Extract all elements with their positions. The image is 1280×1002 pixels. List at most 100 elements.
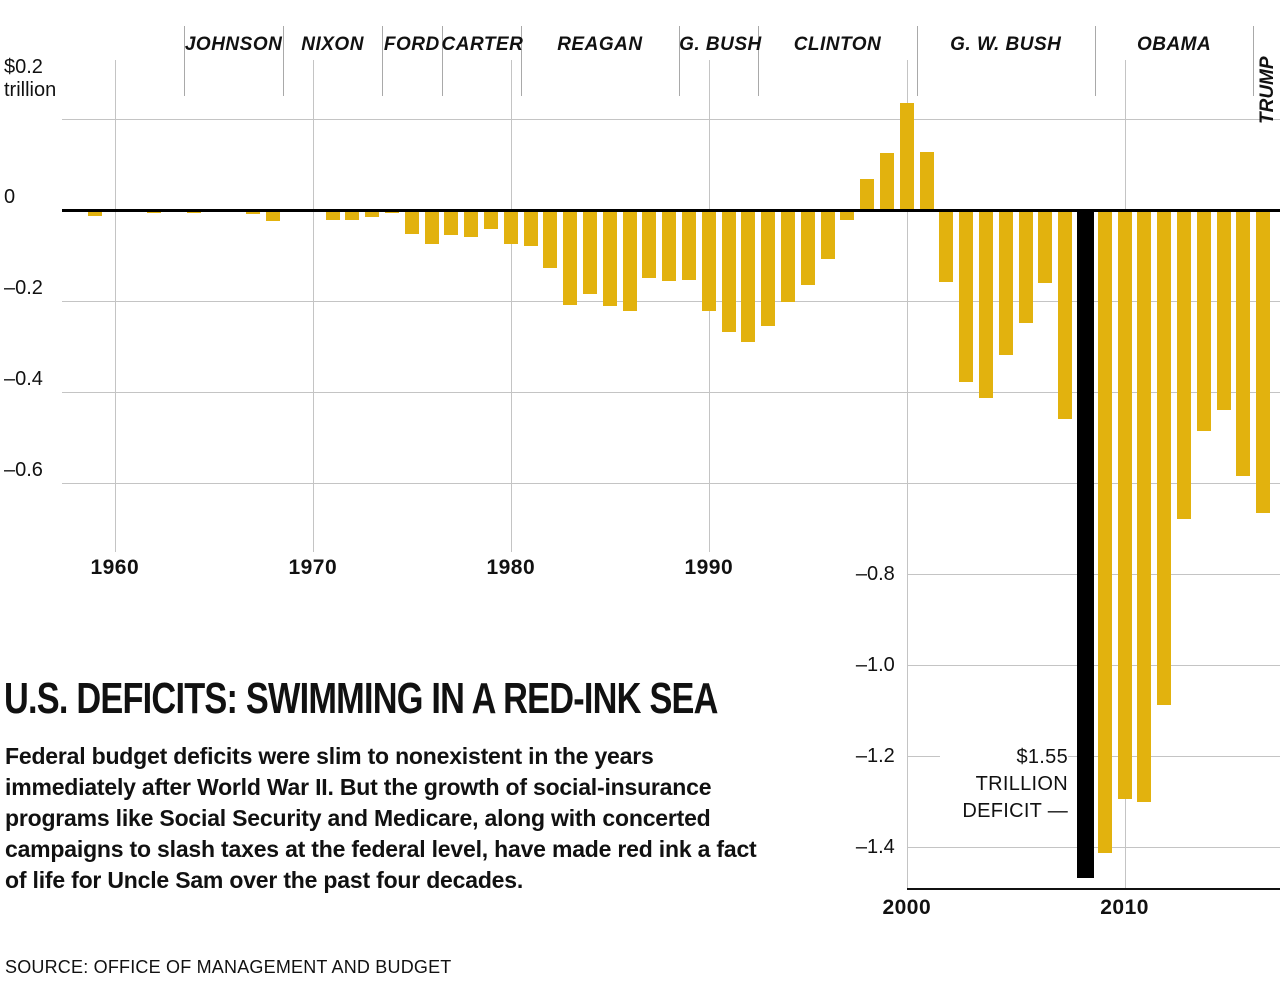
surplus-bar xyxy=(919,151,934,210)
decade-gridline xyxy=(114,60,116,552)
president-divider xyxy=(758,26,760,96)
y-axis-label: 0 xyxy=(4,186,16,208)
annotation-line3: DEFICIT — xyxy=(962,800,1068,822)
deficit-bar xyxy=(503,210,518,244)
deficit-bar xyxy=(1137,210,1152,802)
deficit-bar xyxy=(1058,210,1073,419)
deficit-bar xyxy=(781,210,795,302)
deficit-bar xyxy=(741,210,756,342)
chart-description: Federal budget deficits were slim to non… xyxy=(5,743,757,893)
decade-label: 2000 xyxy=(882,896,932,919)
president-divider xyxy=(1253,26,1255,96)
deficit-bar xyxy=(701,210,716,311)
deficit-bar xyxy=(998,210,1013,355)
deficit-bar xyxy=(246,210,261,214)
deficit-bar xyxy=(979,210,993,398)
deficit-bar xyxy=(1157,210,1172,705)
deficit-bar xyxy=(266,210,281,221)
president-divider xyxy=(916,26,918,96)
deficit-bar xyxy=(662,210,677,281)
deficit-bar xyxy=(345,210,360,220)
y-axis-label: –0.8 xyxy=(855,563,895,585)
deficit-bar xyxy=(1236,210,1251,476)
zero-axis-line xyxy=(62,209,1280,212)
deficit-bar xyxy=(88,210,102,216)
deficit-bar xyxy=(1216,210,1231,410)
deficit-bar xyxy=(761,210,776,326)
decade-label: 1970 xyxy=(288,556,338,579)
deficit-bar xyxy=(1196,210,1211,431)
gridline xyxy=(62,119,1280,120)
deficit-annotation: $1.55 TRILLION DEFICIT — xyxy=(940,744,1068,825)
deficit-bar xyxy=(840,210,855,220)
deficit-bar xyxy=(484,210,498,229)
y-axis-unit-label: $0.2 trillion xyxy=(4,56,56,102)
decade-label: 1960 xyxy=(90,556,140,579)
deficit-bar xyxy=(682,210,696,280)
axis-bottom-border xyxy=(906,888,1280,890)
deficit-bar xyxy=(1038,210,1053,283)
y-axis-label: –0.4 xyxy=(4,368,43,390)
deficit-bar xyxy=(424,210,439,244)
decade-label: 2010 xyxy=(1100,896,1149,919)
gridline xyxy=(62,483,1280,484)
president-divider xyxy=(382,26,384,96)
gridline xyxy=(62,301,1280,302)
y-axis-label: –0.2 xyxy=(4,277,43,299)
president-label: JOHNSON xyxy=(184,34,283,55)
source-credit: SOURCE: OFFICE OF MANAGEMENT AND BUDGET xyxy=(5,957,452,977)
president-divider xyxy=(1094,26,1096,96)
deficit-bar xyxy=(1117,210,1132,799)
highlight-bar xyxy=(1076,210,1094,878)
deficit-bar xyxy=(464,210,479,237)
deficit-bar xyxy=(1097,210,1112,853)
deficit-bar xyxy=(622,210,637,311)
deficit-bar xyxy=(602,210,617,306)
deficit-bar xyxy=(563,210,578,305)
y-axis-unit-line1: $0.2 xyxy=(4,56,43,78)
decade-gridline xyxy=(312,60,314,552)
president-label: G. BUSH xyxy=(679,34,762,55)
deficit-bar xyxy=(1177,210,1191,519)
deficit-bar xyxy=(939,210,954,282)
deficit-bar xyxy=(721,210,736,332)
page-title: U.S. DEFICITS: SWIMMING IN A RED-INK SEA xyxy=(4,674,718,723)
y-axis-label: –0.6 xyxy=(4,459,43,481)
y-axis-label: –1.2 xyxy=(855,745,895,767)
president-divider xyxy=(679,26,681,96)
deficit-bar xyxy=(800,210,815,285)
y-axis-label: –1.4 xyxy=(855,836,895,858)
decade-label: 1980 xyxy=(486,556,536,579)
president-label: OBAMA xyxy=(1136,34,1212,55)
deficit-bar xyxy=(583,210,597,294)
annotation-line2: TRILLION xyxy=(975,773,1068,795)
deficit-bar xyxy=(1018,210,1033,323)
deficit-bar xyxy=(820,210,835,259)
deficit-bar xyxy=(642,210,657,278)
president-label: CARTER xyxy=(441,34,524,55)
president-divider xyxy=(441,26,443,96)
decade-gridline xyxy=(510,60,512,552)
deficit-bar xyxy=(523,210,538,246)
president-label: FORD xyxy=(383,34,440,55)
president-label: G. W. BUSH xyxy=(950,34,1062,55)
deficit-bar xyxy=(404,210,419,234)
president-label: REAGAN xyxy=(557,34,643,55)
president-divider xyxy=(283,26,285,96)
president-label: TRUMP xyxy=(1257,56,1279,124)
deficit-bar xyxy=(959,210,974,382)
decade-label: 1990 xyxy=(684,556,734,579)
president-divider xyxy=(184,26,186,96)
deficit-bar xyxy=(543,210,558,268)
deficit-bar xyxy=(444,210,459,235)
y-axis-label: –1.0 xyxy=(855,654,895,676)
surplus-bar xyxy=(899,102,914,210)
annotation-line1: $1.55 xyxy=(1016,746,1068,768)
president-label: CLINTON xyxy=(793,34,882,55)
surplus-bar xyxy=(860,178,875,210)
decade-gridline xyxy=(906,60,908,888)
gridline xyxy=(62,392,1280,393)
deficit-bar xyxy=(1256,210,1271,513)
